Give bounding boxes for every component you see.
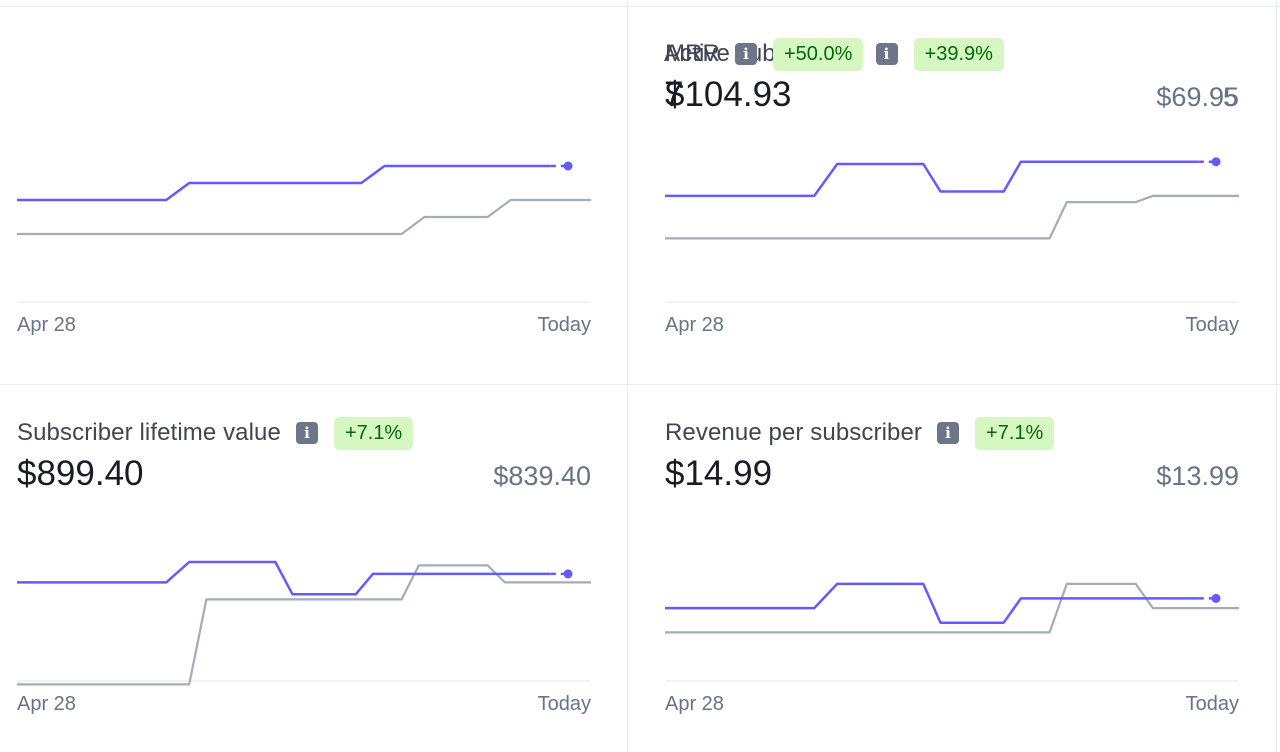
axis-end-label: Today [537, 314, 591, 336]
info-icon[interactable]: i [734, 43, 757, 65]
axis-start-label: Apr 28 [17, 693, 76, 715]
line-chart[interactable] [665, 132, 1239, 322]
metric-card-active-subscribers[interactable]: Active subscribers i +39.9% 7 5 Apr 28 T… [0, 0, 1238, 385]
axis-end-label: Today [537, 693, 591, 715]
previous-period-line [17, 198, 591, 236]
metric-card-subscriber-lifetime-value[interactable]: Subscriber lifetime value i +7.1% $899.4… [0, 385, 628, 752]
axis-end-label: Today [1185, 693, 1239, 715]
info-icon[interactable]: i [875, 43, 898, 65]
line-chart[interactable] [17, 132, 591, 322]
current-value: $104.93 [665, 75, 792, 114]
previous-period-line [665, 582, 1239, 634]
previous-value: $839.40 [493, 461, 591, 491]
change-badge: +39.9% [913, 37, 1004, 71]
metric-card-revenue-per-subscriber[interactable]: Revenue per subscriber i +7.1% $14.99 $1… [628, 385, 1280, 752]
divider [627, 0, 628, 752]
divider [1276, 0, 1277, 752]
info-icon[interactable]: i [937, 422, 960, 444]
change-badge: +7.1% [333, 416, 414, 450]
info-icon[interactable]: i [295, 422, 318, 444]
metric-title: Revenue per subscriber [665, 419, 923, 446]
current-period-line [17, 560, 551, 596]
current-period-line [665, 160, 1199, 198]
previous-value: $13.99 [1156, 461, 1239, 491]
latest-point [1211, 157, 1221, 167]
current-value: 7 [664, 75, 684, 114]
change-badge: +50.0% [772, 37, 864, 71]
previous-value: $69.95 [1156, 82, 1239, 112]
metric-card-mrr[interactable]: MRR i +50.0% $104.93 $69.95 Apr 28 Today [628, 0, 1280, 385]
latest-point [563, 161, 573, 171]
metric-title: MRR [665, 40, 720, 67]
current-period-line [665, 582, 1199, 624]
divider [0, 384, 1280, 385]
latest-point [1211, 593, 1221, 603]
axis-end-label: Today [1185, 314, 1239, 336]
line-chart[interactable] [17, 511, 591, 701]
latest-point [563, 569, 573, 579]
previous-period-line [665, 194, 1239, 240]
axis-start-label: Apr 28 [17, 314, 76, 336]
previous-period-line [17, 564, 591, 686]
current-period-line [17, 164, 551, 202]
current-value: $14.99 [665, 454, 773, 493]
current-value: $899.40 [17, 454, 144, 493]
axis-start-label: Apr 28 [665, 314, 724, 336]
line-chart[interactable] [665, 511, 1239, 701]
axis-start-label: Apr 28 [665, 693, 724, 715]
metric-title: Subscriber lifetime value [17, 419, 281, 446]
previous-value: 5 [1222, 82, 1238, 112]
change-badge: +7.1% [975, 416, 1055, 450]
